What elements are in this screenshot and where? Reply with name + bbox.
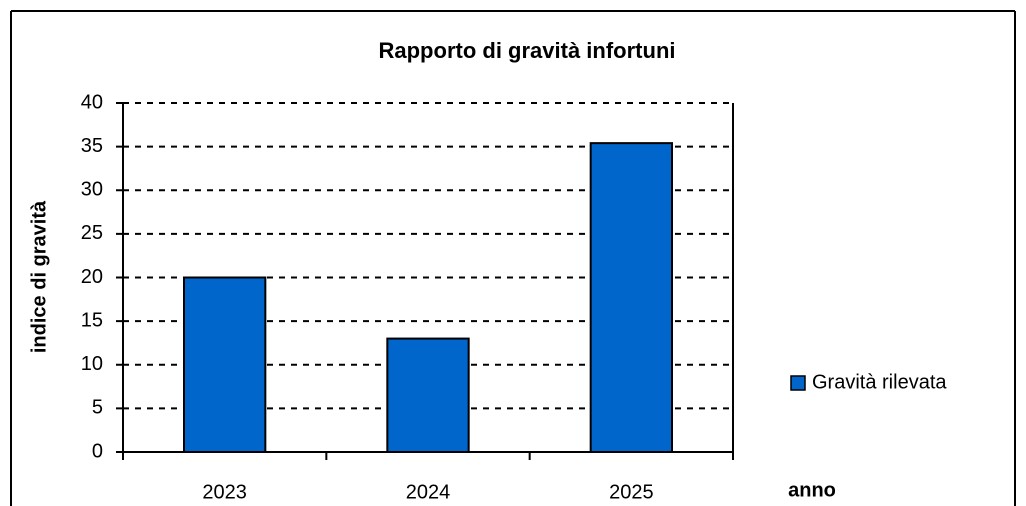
- y-tick-label: 15: [81, 309, 103, 331]
- y-axis-title: indice di gravità: [28, 200, 50, 353]
- y-tick-label: 20: [81, 266, 103, 288]
- y-tick-label: 10: [81, 353, 103, 375]
- legend-label: Gravità rilevata: [812, 371, 947, 393]
- y-tick-label: 25: [81, 222, 103, 244]
- x-tick-label: 2024: [406, 481, 451, 503]
- chart-title: Rapporto di gravità infortuni: [379, 38, 676, 63]
- y-tick-label: 30: [81, 179, 103, 201]
- y-tick-label: 35: [81, 135, 103, 157]
- bar: [589, 142, 674, 453]
- y-tick-label: 5: [92, 397, 103, 419]
- x-tick-label: 2023: [202, 481, 247, 503]
- y-tick-label: 40: [81, 91, 103, 113]
- y-tick-label: 0: [92, 440, 103, 462]
- legend-swatch: [790, 375, 806, 391]
- x-tick-label: 2025: [609, 481, 654, 503]
- x-axis-title: anno: [788, 479, 836, 501]
- bar: [183, 276, 267, 453]
- bar: [386, 337, 470, 454]
